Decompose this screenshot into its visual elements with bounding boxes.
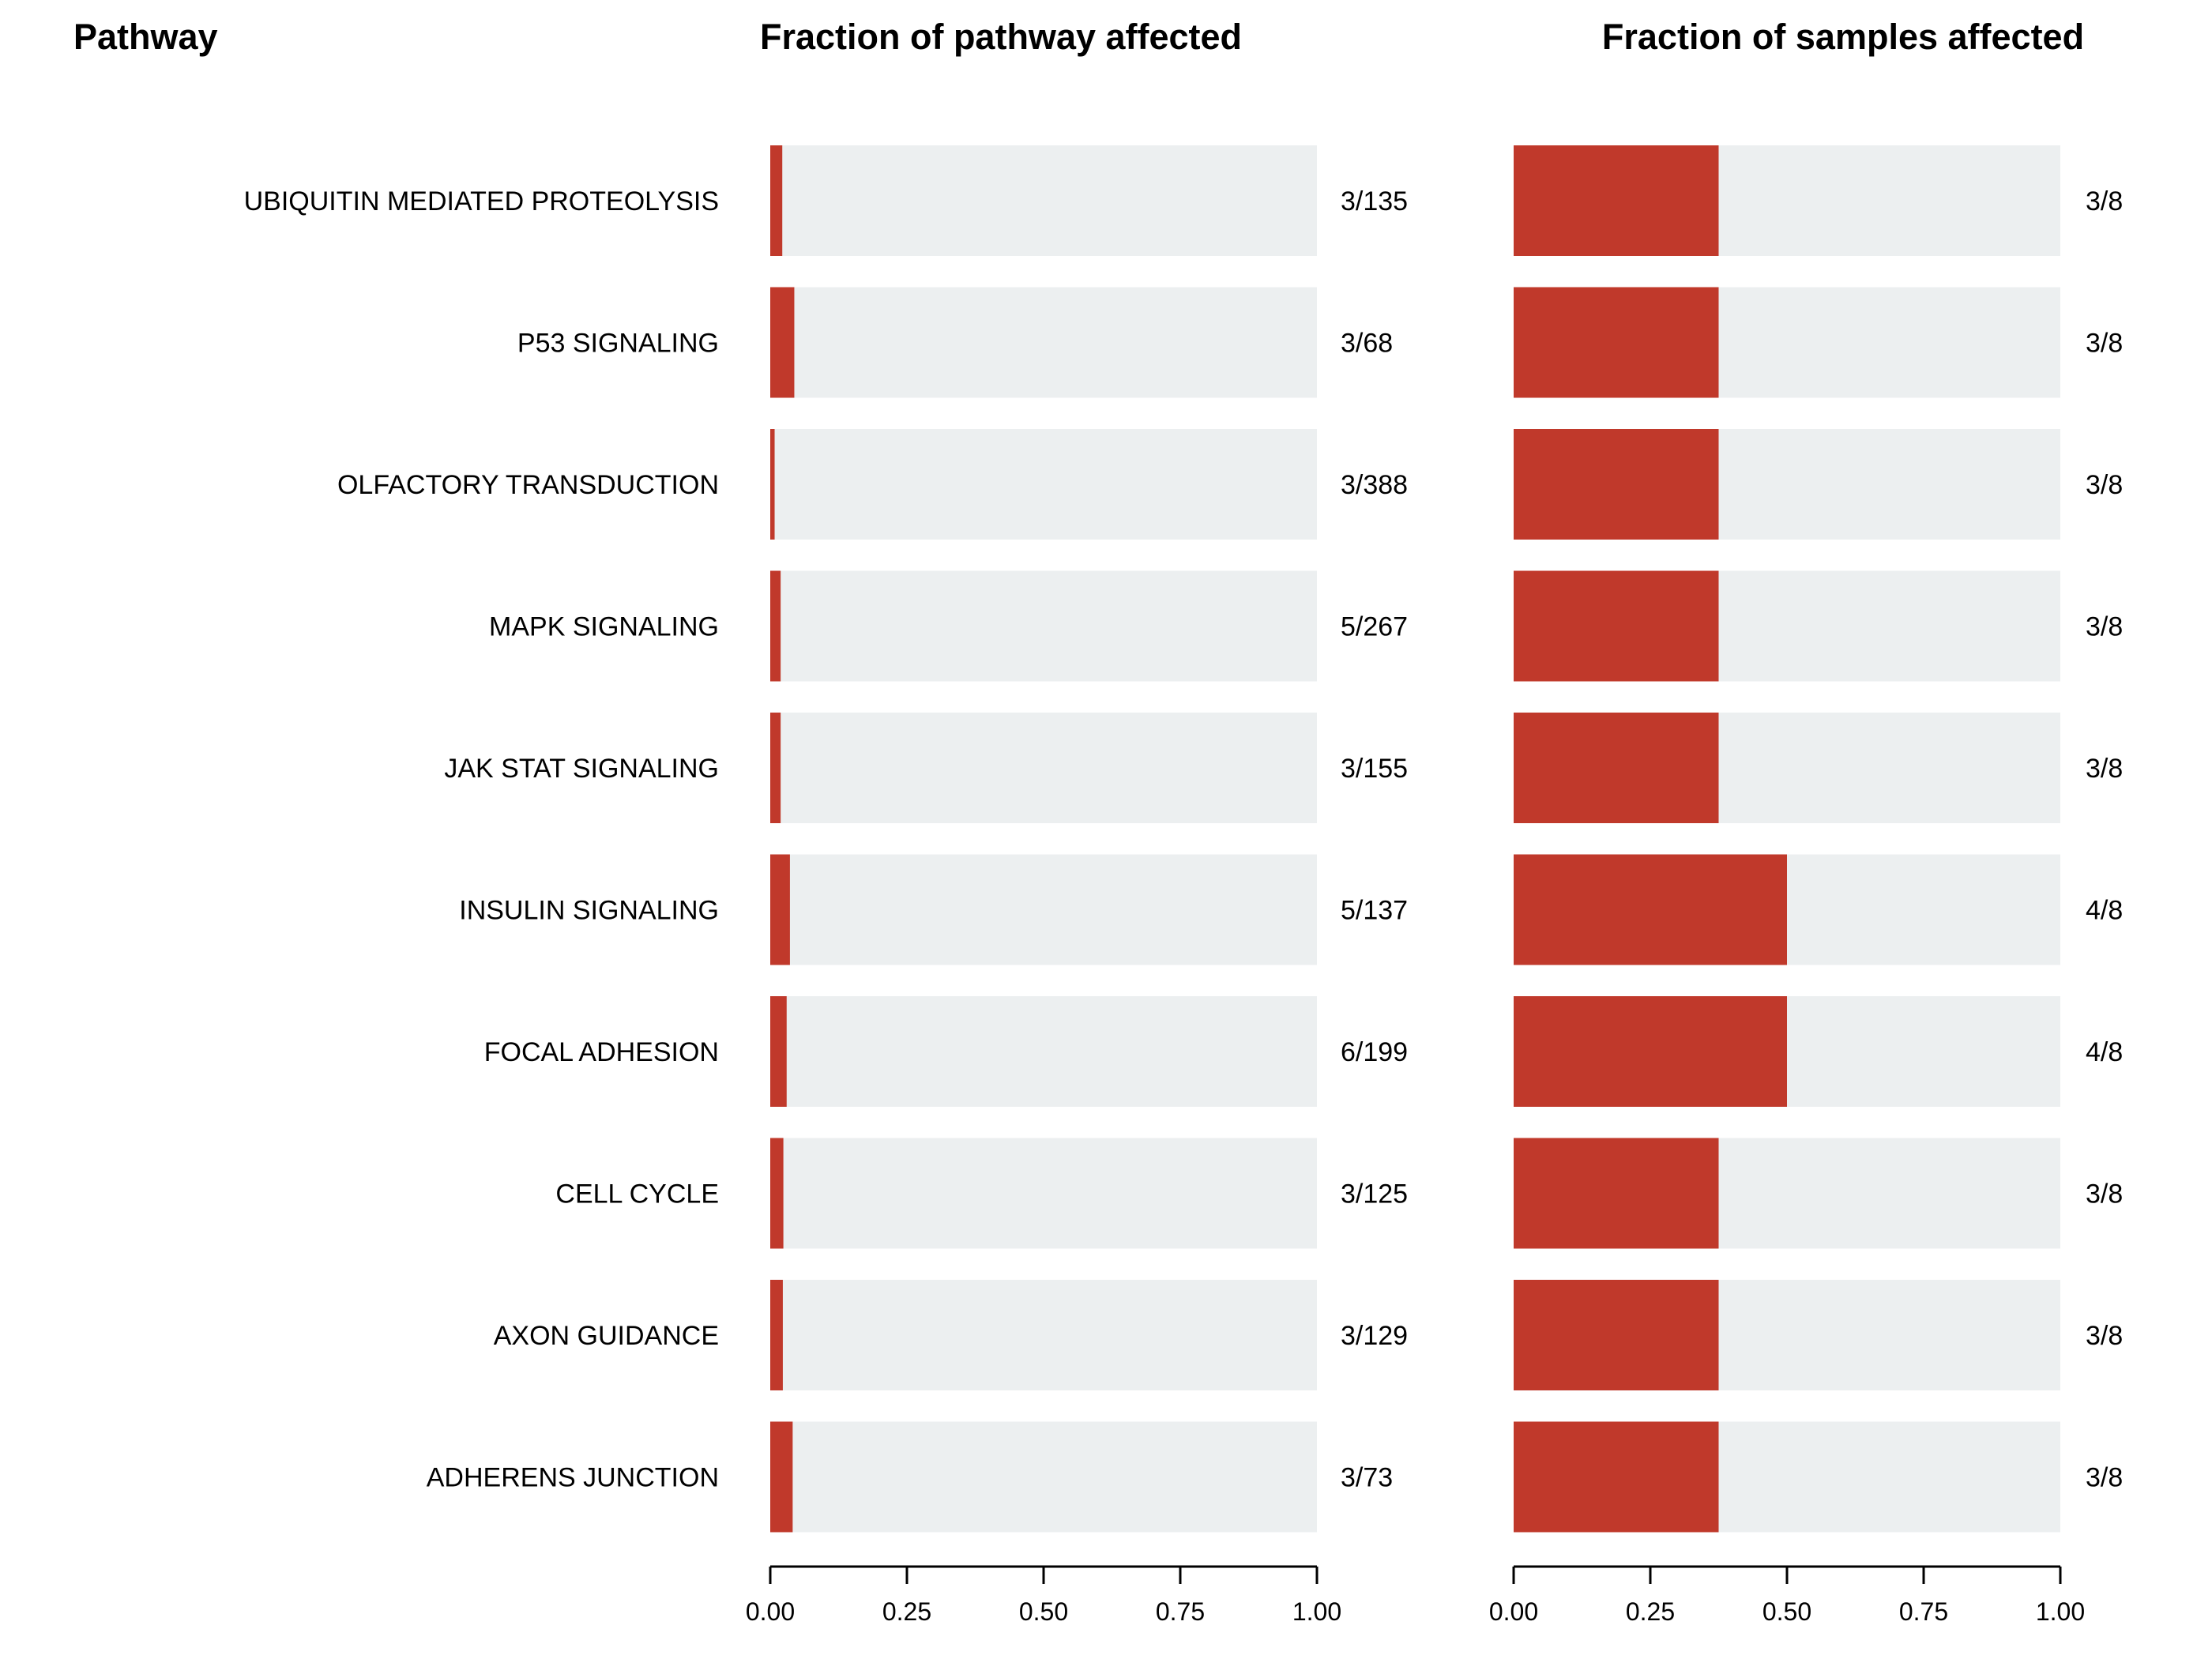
pathway-label: AXON GUIDANCE <box>494 1321 719 1351</box>
pathway-bar-track <box>770 1421 1317 1533</box>
pathway-x-tick-label: 0.50 <box>1019 1597 1068 1626</box>
samples-bar <box>1514 570 1719 682</box>
pathway-bar <box>770 1421 793 1533</box>
samples-value-label: 3/8 <box>2086 754 2123 784</box>
samples-value-label: 3/8 <box>2086 329 2123 359</box>
samples-x-tick-label: 1.00 <box>2036 1597 2085 1626</box>
samples-value-label: 3/8 <box>2086 1179 2123 1209</box>
pathway-x-tick-label: 0.00 <box>746 1597 795 1626</box>
pathway-labels: UBIQUITIN MEDIATED PROTEOLYSIS P53 SIGNAL… <box>244 186 719 1493</box>
pathway-label: CELL CYCLE <box>555 1179 719 1209</box>
pathway-bar-track <box>770 429 1317 540</box>
samples-bar <box>1514 854 1787 965</box>
pathway-bar <box>770 1280 783 1390</box>
pathway-bar <box>770 1138 784 1249</box>
samples-value-label: 4/8 <box>2086 1037 2123 1067</box>
samples-bar <box>1514 429 1719 540</box>
pathway-value-label: 3/125 <box>1341 1179 1408 1209</box>
samples-value-label: 3/8 <box>2086 470 2123 500</box>
samples-bar <box>1514 1280 1719 1390</box>
samples-value-label: 3/8 <box>2086 1463 2123 1493</box>
pathway-x-tick-label: 1.00 <box>1292 1597 1341 1626</box>
samples-x-tick-label: 0.75 <box>1899 1597 1948 1626</box>
pathway-value-label: 3/68 <box>1341 329 1393 359</box>
pathway-label: JAK STAT SIGNALING <box>444 754 719 784</box>
pathway-x-tick-label: 0.75 <box>1156 1597 1205 1626</box>
pathway-bar-track <box>770 854 1317 965</box>
pathway-bar <box>770 713 781 823</box>
pathway-label: MAPK SIGNALING <box>489 612 719 642</box>
samples-x-tick-label: 0.25 <box>1626 1597 1675 1626</box>
pathway-bar-track <box>770 996 1317 1107</box>
samples-bar <box>1514 287 1719 398</box>
pathway-bar-track <box>770 1280 1317 1390</box>
samples-bar <box>1514 713 1719 823</box>
pathway-x-tick-label: 0.25 <box>882 1597 931 1626</box>
samples-value-label: 3/8 <box>2086 186 2123 216</box>
pathway-label: OLFACTORY TRANSDUCTION <box>337 470 719 500</box>
pathway-label: FOCAL ADHESION <box>484 1037 719 1067</box>
pathway-value-label: 5/137 <box>1341 896 1408 926</box>
pathway-value-label: 3/129 <box>1341 1321 1408 1351</box>
pathway-label: UBIQUITIN MEDIATED PROTEOLYSIS <box>244 186 719 216</box>
pathway-value-label: 3/155 <box>1341 754 1408 784</box>
pathway-label: P53 SIGNALING <box>517 329 719 359</box>
pathway-bar <box>770 145 783 256</box>
pathway-bar <box>770 429 775 540</box>
samples-value-label: 3/8 <box>2086 612 2123 642</box>
pathway-bar <box>770 287 795 398</box>
pathway-bar <box>770 570 781 682</box>
samples-bar <box>1514 996 1787 1107</box>
samples-value-label: 3/8 <box>2086 1321 2123 1351</box>
pathway-bar <box>770 996 787 1107</box>
pathway-value-label: 5/267 <box>1341 612 1408 642</box>
pathway-bar-track <box>770 145 1317 256</box>
header-pathway: Pathway <box>73 17 218 57</box>
pathway-label: INSULIN SIGNALING <box>459 896 719 926</box>
header-left-panel: Fraction of pathway affected <box>760 17 1242 57</box>
pathway-bar-track <box>770 287 1317 398</box>
samples-bar <box>1514 145 1719 256</box>
pathway-bar <box>770 854 790 965</box>
samples-bar <box>1514 1421 1719 1533</box>
pathway-value-label: 3/135 <box>1341 186 1408 216</box>
pathway-bar-track <box>770 570 1317 682</box>
panel-pathway-fraction: 3/135 3/68 3/388 5/267 3/155 5/137 6/199 3/125 3… <box>746 145 1408 1626</box>
pathway-bar-track <box>770 713 1317 823</box>
samples-bar <box>1514 1138 1719 1249</box>
samples-x-tick-label: 0.50 <box>1762 1597 1811 1626</box>
pathway-label: ADHERENS JUNCTION <box>427 1463 719 1493</box>
pathway-value-label: 3/388 <box>1341 470 1408 500</box>
pathway-bar-track <box>770 1138 1317 1249</box>
panel-sample-fraction: 3/8 3/8 3/8 3/8 3/8 4/8 4/8 3/8 3/8 3/8 0.00 0.25 0.… <box>1489 145 2123 1626</box>
samples-value-label: 4/8 <box>2086 896 2123 926</box>
pathway-value-label: 3/73 <box>1341 1463 1393 1493</box>
samples-x-tick-label: 0.00 <box>1489 1597 1538 1626</box>
pathway-value-label: 6/199 <box>1341 1037 1408 1067</box>
header-right-panel: Fraction of samples affected <box>1602 17 2084 57</box>
